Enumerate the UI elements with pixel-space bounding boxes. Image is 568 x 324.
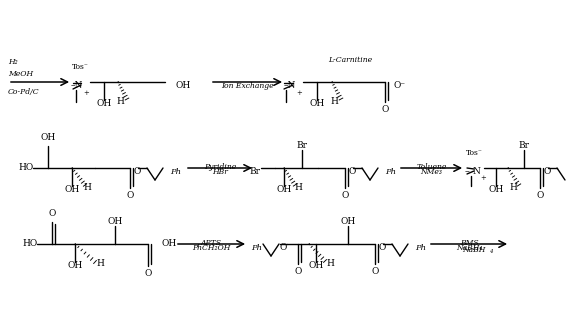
- Text: O: O: [544, 167, 551, 176]
- Text: H: H: [96, 260, 104, 269]
- Text: OH: OH: [277, 186, 291, 194]
- Text: L-Carnitine: L-Carnitine: [328, 56, 372, 64]
- Text: OH: OH: [488, 186, 504, 194]
- Text: OH: OH: [107, 217, 123, 226]
- Text: O: O: [378, 242, 386, 251]
- Text: –N: –N: [70, 82, 83, 90]
- Text: –N: –N: [283, 82, 296, 90]
- Text: OH: OH: [175, 80, 190, 89]
- Text: +: +: [83, 89, 89, 97]
- Text: O: O: [348, 167, 356, 176]
- Text: OH: OH: [68, 261, 82, 271]
- Text: OH: OH: [340, 217, 356, 226]
- Text: APTS: APTS: [201, 239, 222, 247]
- Text: NaBH: NaBH: [462, 246, 486, 254]
- Text: +: +: [296, 89, 302, 97]
- Text: Ph: Ph: [170, 168, 181, 176]
- Text: –: –: [464, 168, 469, 177]
- Text: BMS: BMS: [460, 239, 478, 247]
- Text: O: O: [341, 191, 349, 201]
- Text: 4: 4: [489, 249, 492, 254]
- Text: O: O: [133, 167, 141, 176]
- Text: OH: OH: [97, 99, 112, 109]
- Text: Br: Br: [249, 167, 260, 176]
- Text: O: O: [371, 268, 379, 276]
- Text: PhCH₂OH: PhCH₂OH: [193, 244, 231, 252]
- Text: Ph: Ph: [415, 244, 426, 252]
- Text: NMe₃: NMe₃: [420, 168, 442, 176]
- Text: H: H: [294, 183, 302, 192]
- Text: H: H: [326, 260, 334, 269]
- Text: O: O: [381, 106, 389, 114]
- Text: +: +: [480, 174, 486, 182]
- Text: O: O: [294, 268, 302, 276]
- Text: OH: OH: [308, 261, 324, 271]
- Text: Ion Exchange: Ion Exchange: [221, 82, 274, 90]
- Text: Ph: Ph: [385, 168, 396, 176]
- Text: O⁻: O⁻: [393, 80, 405, 89]
- Text: OH: OH: [40, 133, 56, 143]
- Text: MeOH: MeOH: [8, 70, 33, 78]
- Text: Co-Pd/C: Co-Pd/C: [8, 88, 40, 96]
- Text: NaBH₄: NaBH₄: [456, 244, 482, 252]
- Text: H: H: [330, 98, 338, 107]
- Text: HBr: HBr: [212, 168, 228, 176]
- Text: Br: Br: [519, 142, 529, 151]
- Text: O: O: [536, 191, 544, 201]
- Text: N: N: [472, 167, 480, 176]
- Text: O: O: [48, 210, 56, 218]
- Text: Tos⁻: Tos⁻: [72, 63, 89, 71]
- Text: O: O: [126, 191, 133, 201]
- Text: H₂: H₂: [8, 58, 18, 66]
- Text: H: H: [83, 183, 91, 192]
- Text: Pyridine: Pyridine: [204, 163, 236, 171]
- Text: HO: HO: [18, 164, 34, 172]
- Text: OH: OH: [64, 186, 80, 194]
- Text: Br: Br: [296, 142, 307, 151]
- Text: H: H: [116, 98, 124, 107]
- Text: O: O: [279, 242, 287, 251]
- Text: OH: OH: [310, 99, 325, 109]
- Text: O: O: [144, 270, 152, 279]
- Text: Toluene: Toluene: [416, 163, 446, 171]
- Text: OH: OH: [162, 239, 177, 249]
- Text: H: H: [509, 183, 517, 192]
- Text: Ph: Ph: [251, 244, 262, 252]
- Text: HO: HO: [22, 239, 37, 249]
- Text: Tos⁻: Tos⁻: [466, 149, 482, 157]
